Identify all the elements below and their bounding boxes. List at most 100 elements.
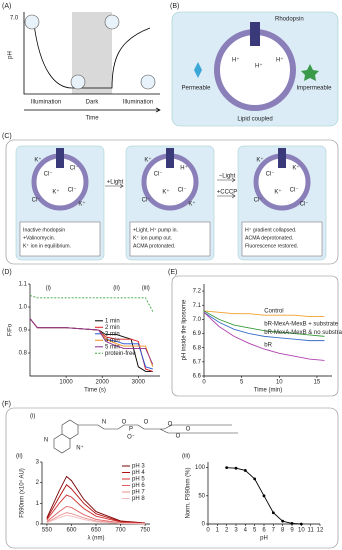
legend-entry: pH 3 (132, 464, 145, 470)
x-tick-label: 1000 (59, 380, 73, 386)
panel-label: (D) (2, 269, 12, 276)
x-tick-label: 6 (262, 528, 266, 534)
ion: H⁺ (255, 63, 263, 70)
y-value: 7.0 (10, 16, 19, 22)
vesicle (70, 74, 86, 90)
x-tick-label: 5 (253, 528, 257, 534)
series-line (203, 310, 325, 317)
x-axis-label: pH (260, 536, 268, 542)
series-line (46, 494, 146, 524)
legend-entry: 2 min (105, 325, 120, 331)
point (290, 522, 294, 525)
rhodopsin-label: Rhodopsin (275, 17, 304, 23)
y-tick-label: 2 (36, 480, 40, 486)
x-tick-label: 5 (240, 380, 244, 386)
series-line (29, 318, 153, 372)
ion: Cl⁻ (266, 172, 275, 178)
legend-entry: pH 8 (132, 496, 145, 502)
x-tick-label: 7 (272, 528, 276, 534)
point (253, 477, 257, 481)
y-tick-label: 7.1 (193, 303, 202, 309)
ion: Cl⁻ (68, 188, 77, 194)
legend-entry: bR-MexA-MexB + substrate (264, 321, 339, 327)
x-tick-label: 2000 (96, 380, 110, 386)
ion: K⁺ (162, 189, 169, 196)
x-tick-label: 15 (314, 380, 321, 386)
ion: K⁺ (292, 165, 299, 172)
caption: +Valinomycin. (23, 235, 55, 241)
legend-entry: bR-MexA-MexB & no substrate (264, 330, 342, 336)
series-line (203, 311, 325, 342)
y-tick-label: 1.1 (19, 282, 28, 288)
series-line (46, 484, 146, 524)
y-label: pH (8, 51, 14, 59)
panel-label: (F) (2, 401, 11, 408)
x-tick-label: 700 (116, 528, 127, 534)
legend-entry: pH 4 (132, 470, 145, 476)
ion: Cl⁻ (70, 166, 79, 172)
series-line (29, 318, 154, 367)
ion: Cl⁻ (300, 202, 309, 208)
axes (23, 12, 160, 95)
ion: H⁺ (232, 57, 240, 64)
atom: N (44, 438, 48, 444)
x-tick-label: 0 (202, 380, 206, 386)
time-arrow (24, 107, 161, 113)
y-axis-label: F590nm (x10⁴ AU) (19, 468, 26, 518)
ion: K⁺ (144, 157, 151, 164)
caption-box (19, 221, 101, 257)
caption: Fluorescence restored. (245, 243, 298, 249)
ion: H⁺ (276, 57, 284, 64)
x-tick-label: 600 (66, 528, 77, 534)
ion: Cl⁻ (44, 172, 53, 178)
caption: K⁺ ion pump out. (133, 235, 172, 241)
y-axis-label: pH inside the liposome (182, 299, 188, 360)
panel-label: (C) (2, 133, 12, 140)
vesicle (104, 14, 120, 30)
caption: K⁺ ion in equilibrium. (23, 243, 71, 249)
arrow (217, 193, 236, 199)
rhodopsin (278, 148, 286, 168)
y-axis-label: F/Fo (8, 323, 14, 336)
arrow-label: +CCCP (217, 190, 238, 196)
point (234, 466, 238, 470)
annotation: (ii) (113, 286, 120, 292)
vesicle (140, 74, 156, 90)
x-axis-label: λ (nm) (88, 536, 105, 542)
series-line (203, 311, 325, 361)
x-tick-label: 8 (281, 528, 285, 534)
atom: O (122, 420, 127, 426)
panel-c: (i)K⁺Cl⁻Cl⁻K⁺Cl⁻K⁺Cl⁻Inactive rhodopsin+… (15, 145, 327, 261)
legend-entry: pH 5 (132, 477, 145, 483)
ion: H⁺ (180, 165, 188, 172)
caption: Inactive rhodopsin (23, 227, 65, 233)
x-tick-label: 10 (276, 380, 283, 386)
atom: O (144, 420, 149, 426)
arrow (217, 177, 236, 183)
y-tick-label: 6.7 (193, 359, 202, 365)
x-label: Time (85, 116, 99, 122)
ion: K⁺ (34, 157, 41, 164)
ion: K⁺ (78, 201, 85, 208)
y-tick-label: 0.9 (19, 328, 28, 334)
point (271, 511, 275, 515)
atom: O (186, 427, 191, 433)
series-line (29, 295, 154, 312)
point (281, 519, 285, 523)
arrow-label: +Light (107, 180, 124, 186)
legend-entry: 1 min (105, 318, 120, 324)
axes (207, 462, 320, 525)
point (299, 522, 303, 526)
legend-entry: pH 6 (132, 483, 145, 489)
series-line (29, 318, 153, 370)
annotation: (i) (46, 286, 51, 292)
phase: Illumination (31, 100, 61, 106)
ion: Cl⁻ (32, 198, 41, 204)
series-line (46, 475, 146, 524)
x-tick-label: 0 (206, 528, 210, 534)
impermeable-label: Impermeable (296, 86, 332, 92)
chart-title: (ii) (16, 454, 23, 460)
atom: P (129, 427, 133, 433)
legend-entry: 3 min (105, 331, 120, 337)
rhodopsin (56, 148, 64, 168)
